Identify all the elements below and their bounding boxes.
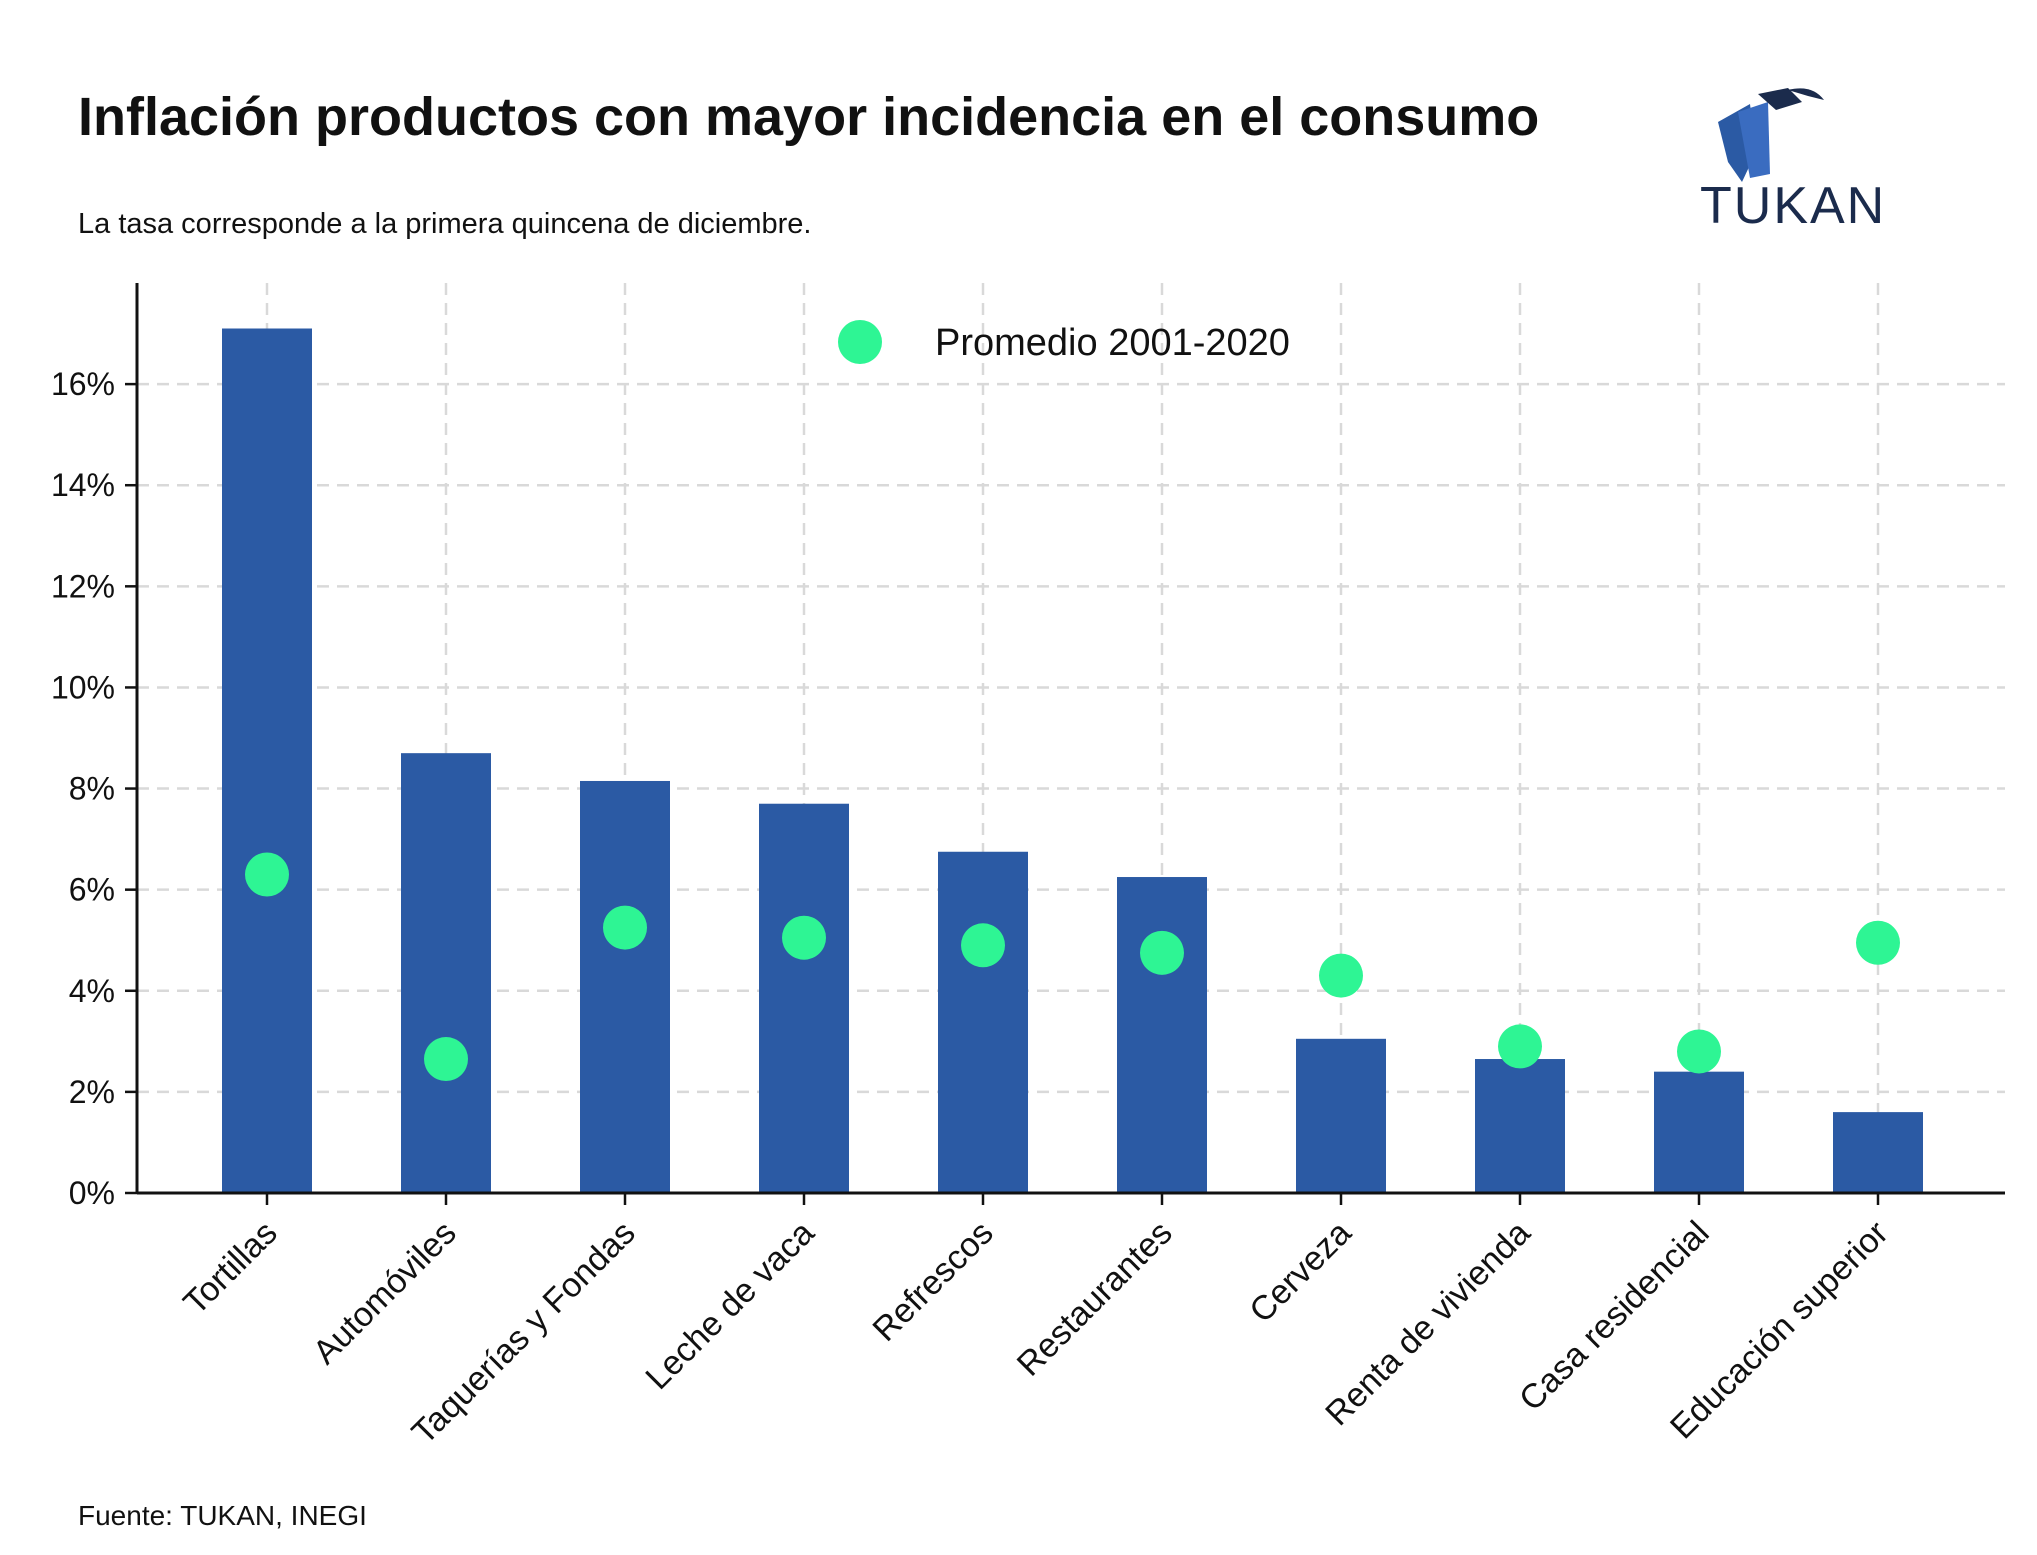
x-tick-label: Leche de vaca <box>638 1214 821 1397</box>
average-dot <box>961 923 1005 968</box>
y-tick-label: 12% <box>51 568 115 604</box>
bar <box>759 803 849 1193</box>
bars <box>222 328 1923 1193</box>
bar <box>1654 1071 1744 1193</box>
bar <box>580 780 670 1193</box>
y-tick-label: 16% <box>51 366 115 402</box>
legend-marker <box>838 320 882 364</box>
y-tick-label: 0% <box>69 1175 115 1211</box>
y-tick-label: 2% <box>69 1074 115 1110</box>
x-tick-label: Refrescos <box>866 1214 1001 1349</box>
logo-text: TUKAN <box>1700 177 1887 235</box>
chart-title: Inflación productos con mayor incidencia… <box>78 87 1540 147</box>
x-tick-label: Restaurantes <box>1010 1214 1180 1384</box>
x-tick-label: Automóviles <box>306 1214 464 1372</box>
toucan-logo-icon <box>1718 88 1824 182</box>
average-dot <box>1319 953 1363 998</box>
bar <box>222 328 312 1193</box>
legend-label: Promedio 2001-2020 <box>935 322 1290 364</box>
average-dot <box>603 905 647 950</box>
average-dot <box>1498 1024 1542 1069</box>
y-tick-label: 14% <box>51 467 115 503</box>
average-dot <box>1140 930 1184 975</box>
source-note: Fuente: TUKAN, INEGI <box>78 1500 367 1531</box>
bar <box>938 851 1028 1193</box>
legend: Promedio 2001-2020 <box>838 320 1290 364</box>
y-tick-label: 4% <box>69 973 115 1009</box>
x-tick-label: Casa residencial <box>1512 1214 1717 1419</box>
bar <box>1475 1059 1565 1193</box>
y-tick-label: 10% <box>51 669 115 705</box>
chart-subtitle: La tasa corresponde a la primera quincen… <box>78 208 812 240</box>
bar <box>1296 1038 1386 1193</box>
bar <box>401 753 491 1193</box>
average-dot <box>782 915 826 960</box>
average-dot <box>245 852 289 897</box>
dots <box>245 852 1900 1082</box>
y-tick-label: 8% <box>69 771 115 807</box>
average-dot <box>424 1037 468 1082</box>
bar <box>1117 877 1207 1193</box>
x-tick-label: Cerveza <box>1242 1214 1358 1330</box>
average-dot <box>1677 1029 1721 1074</box>
average-dot <box>1856 920 1900 965</box>
y-tick-label: 6% <box>69 872 115 908</box>
bar <box>1833 1112 1923 1193</box>
y-axis: 0% 2% 4% 6% 8% 10% 12% 14% 16% <box>51 283 139 1211</box>
x-tick-label: Tortillas <box>176 1214 284 1322</box>
